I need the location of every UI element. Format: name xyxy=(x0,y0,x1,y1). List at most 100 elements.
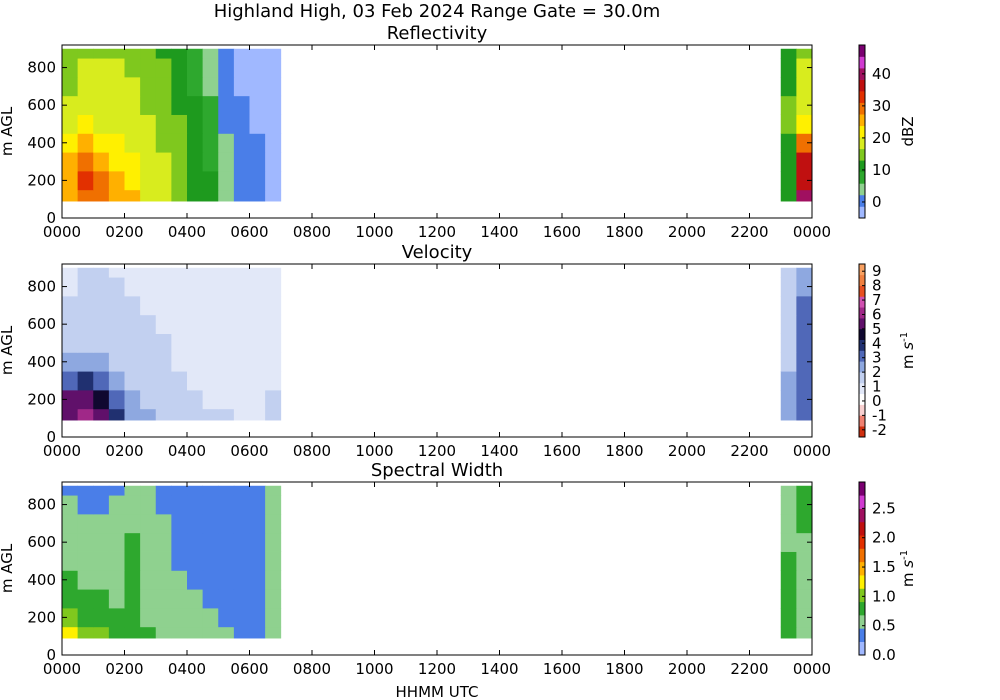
heatmap-cell xyxy=(249,408,266,421)
colorbar-tick-label: 8 xyxy=(872,277,882,295)
heatmap-cell xyxy=(780,48,797,59)
heatmap-cell xyxy=(202,408,219,421)
heatmap-cell xyxy=(140,189,157,202)
heatmap-cell xyxy=(233,152,250,172)
heatmap-cell xyxy=(780,485,797,496)
heatmap-cell xyxy=(265,532,282,552)
heatmap-cell xyxy=(124,95,141,115)
heatmap-cell xyxy=(249,295,266,316)
colorbar-segment xyxy=(859,561,865,576)
x-tick-label: 0000 xyxy=(43,660,81,678)
heatmap-cell xyxy=(780,513,797,534)
heatmap-cell xyxy=(124,495,141,515)
heatmap-cell xyxy=(233,76,250,97)
heatmap-cell xyxy=(124,485,141,496)
heatmap-cell xyxy=(108,513,125,534)
heatmap-cell xyxy=(249,485,266,496)
heatmap-cell xyxy=(77,277,94,297)
heatmap-cell xyxy=(780,133,797,153)
x-tick-label: 1200 xyxy=(418,660,456,678)
heatmap-cell xyxy=(140,551,157,571)
heatmap-cell xyxy=(77,626,94,639)
heatmap-cell xyxy=(93,570,110,590)
heatmap-cell xyxy=(796,485,813,496)
heatmap-cell xyxy=(62,133,79,153)
heatmap-cell xyxy=(155,485,172,496)
colorbar-tick-label: 4 xyxy=(872,334,882,352)
heatmap-cell xyxy=(62,76,79,97)
heatmap-cell xyxy=(265,170,282,191)
heatmap-cell xyxy=(265,189,282,202)
x-tick-label: 0000 xyxy=(43,442,81,460)
colorbar-tick-label: 0.0 xyxy=(872,646,896,664)
heatmap-cell xyxy=(202,352,219,372)
heatmap-cell xyxy=(155,495,172,515)
heatmap-cell xyxy=(108,277,125,297)
heatmap-cell xyxy=(93,314,110,334)
heatmap-cell xyxy=(108,114,125,134)
heatmap-cell xyxy=(796,152,813,172)
x-tick-label: 1800 xyxy=(605,442,643,460)
heatmap-cell xyxy=(77,189,94,202)
heatmap-cell xyxy=(202,333,219,353)
heatmap-cell xyxy=(140,513,157,534)
heatmap-cell xyxy=(796,267,813,278)
heatmap-cell xyxy=(218,626,235,639)
heatmap-cell xyxy=(780,95,797,115)
x-tick-label: 1000 xyxy=(355,223,393,241)
heatmap-cell xyxy=(108,314,125,334)
heatmap-cell xyxy=(265,352,282,372)
y-tick-label: 400 xyxy=(27,134,56,152)
heatmap-cell xyxy=(93,551,110,571)
heatmap-cell xyxy=(265,114,282,134)
colorbar-segment xyxy=(859,102,865,115)
colorbar-tick-label: 0.5 xyxy=(872,617,896,635)
heatmap-cells xyxy=(62,267,813,421)
heatmap-cell xyxy=(796,95,813,115)
heatmap-cell xyxy=(202,513,219,534)
heatmap-cell xyxy=(93,607,110,628)
heatmap-cell xyxy=(202,48,219,59)
heatmap-cell xyxy=(187,495,204,515)
heatmap-cell xyxy=(202,589,219,609)
heatmap-cell xyxy=(796,352,813,372)
heatmap-cell xyxy=(233,589,250,609)
heatmap-cell xyxy=(62,189,79,202)
colorbar-segment xyxy=(859,615,865,629)
heatmap-cell xyxy=(780,76,797,97)
heatmap-cell xyxy=(140,589,157,609)
heatmap-cell xyxy=(249,48,266,59)
x-tick-label: 0600 xyxy=(230,223,268,241)
heatmap-cell xyxy=(93,189,110,202)
heatmap-cell xyxy=(780,389,797,410)
heatmap-cell xyxy=(108,485,125,496)
heatmap-cell xyxy=(124,295,141,316)
heatmap-cell xyxy=(93,133,110,153)
y-axis-label: m AGL xyxy=(0,543,16,593)
heatmap-cell xyxy=(155,189,172,202)
heatmap-cell xyxy=(187,532,204,552)
x-tick-label: 1200 xyxy=(418,223,456,241)
heatmap-cell xyxy=(140,58,157,78)
x-tick-label: 1800 xyxy=(605,223,643,241)
heatmap-cell xyxy=(171,267,188,278)
heatmap-cell xyxy=(155,277,172,297)
colorbar-tick-label: 1 xyxy=(872,378,882,396)
heatmap-cell xyxy=(265,570,282,590)
heatmap-cell xyxy=(202,607,219,628)
heatmap-cell xyxy=(265,485,282,496)
heatmap-cell xyxy=(796,532,813,552)
x-tick-label: 0200 xyxy=(105,660,143,678)
heatmap-cell xyxy=(108,333,125,353)
colorbar-segment xyxy=(859,521,865,536)
heatmap-cell xyxy=(93,152,110,172)
heatmap-cell xyxy=(249,95,266,115)
heatmap-cell xyxy=(218,551,235,571)
heatmap-cell xyxy=(140,152,157,172)
heatmap-cell xyxy=(140,170,157,191)
heatmap-cell xyxy=(233,189,250,202)
heatmap-cell xyxy=(171,333,188,353)
heatmap-cell xyxy=(140,133,157,153)
